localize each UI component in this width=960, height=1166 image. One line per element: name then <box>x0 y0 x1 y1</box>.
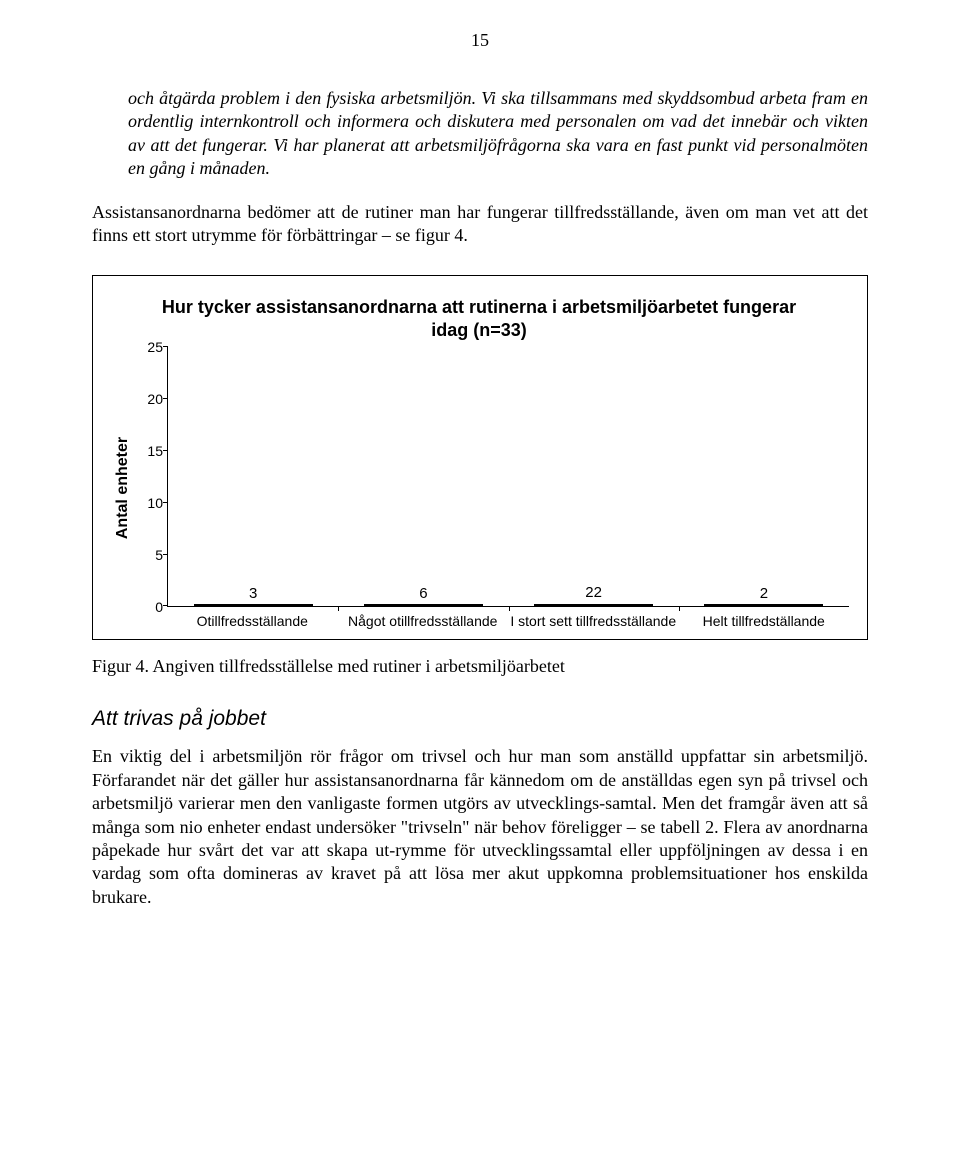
x-tickmark <box>509 606 510 611</box>
chart-category: 2 <box>679 604 849 606</box>
chart-container: Hur tycker assistansanordnarna att rutin… <box>92 275 868 640</box>
bar-value-label: 3 <box>168 585 338 602</box>
y-axis-label: Antal enheter <box>114 437 132 539</box>
y-axis-label-wrap: Antal enheter <box>109 347 137 629</box>
y-ticks: 25 20 15 10 5 0 <box>137 347 167 607</box>
figure-caption: Figur 4. Angiven tillfredsställelse med … <box>92 656 868 677</box>
bar-value-label: 22 <box>509 584 679 601</box>
body-paragraph-1: Assistansanordnarna bedömer att de rutin… <box>92 201 868 248</box>
y-tickmark <box>163 502 168 503</box>
plot-upper: 25 20 15 10 5 0 36222 <box>137 347 849 607</box>
x-axis-label: Otillfredsställande <box>167 607 338 629</box>
plot-area: 36222 <box>167 347 849 607</box>
x-axis-label: Något otillfredsställande <box>338 607 509 629</box>
chart-title: Hur tycker assistansanordnarna att rutin… <box>159 296 799 341</box>
chart-body: Antal enheter 25 20 15 10 5 0 36222 <box>109 347 849 629</box>
chart-bar <box>364 604 483 606</box>
chart-bar <box>704 604 823 606</box>
y-tickmark <box>163 398 168 399</box>
plot-wrap: 25 20 15 10 5 0 36222 Otillfredsställand… <box>137 347 849 629</box>
x-tickmark <box>679 606 680 611</box>
y-tickmark <box>163 554 168 555</box>
chart-category: 22 <box>509 604 679 606</box>
y-tickmark <box>163 346 168 347</box>
y-tickmark <box>163 450 168 451</box>
bar-value-label: 6 <box>338 585 508 602</box>
bar-value-label: 2 <box>679 585 849 602</box>
x-axis-label: Helt tillfredställande <box>679 607 850 629</box>
chart-bar <box>194 604 313 606</box>
page-number: 15 <box>92 30 868 51</box>
chart-bar <box>534 604 653 606</box>
section-heading: Att trivas på jobbet <box>92 707 868 731</box>
chart-category: 3 <box>168 604 338 606</box>
quote-paragraph: och åtgärda problem i den fysiska arbets… <box>128 87 868 181</box>
x-axis-label: I stort sett tillfredsställande <box>508 607 679 629</box>
chart-category: 6 <box>338 604 508 606</box>
body-paragraph-2: En viktig del i arbetsmiljön rör frågor … <box>92 745 868 909</box>
x-tickmark <box>338 606 339 611</box>
